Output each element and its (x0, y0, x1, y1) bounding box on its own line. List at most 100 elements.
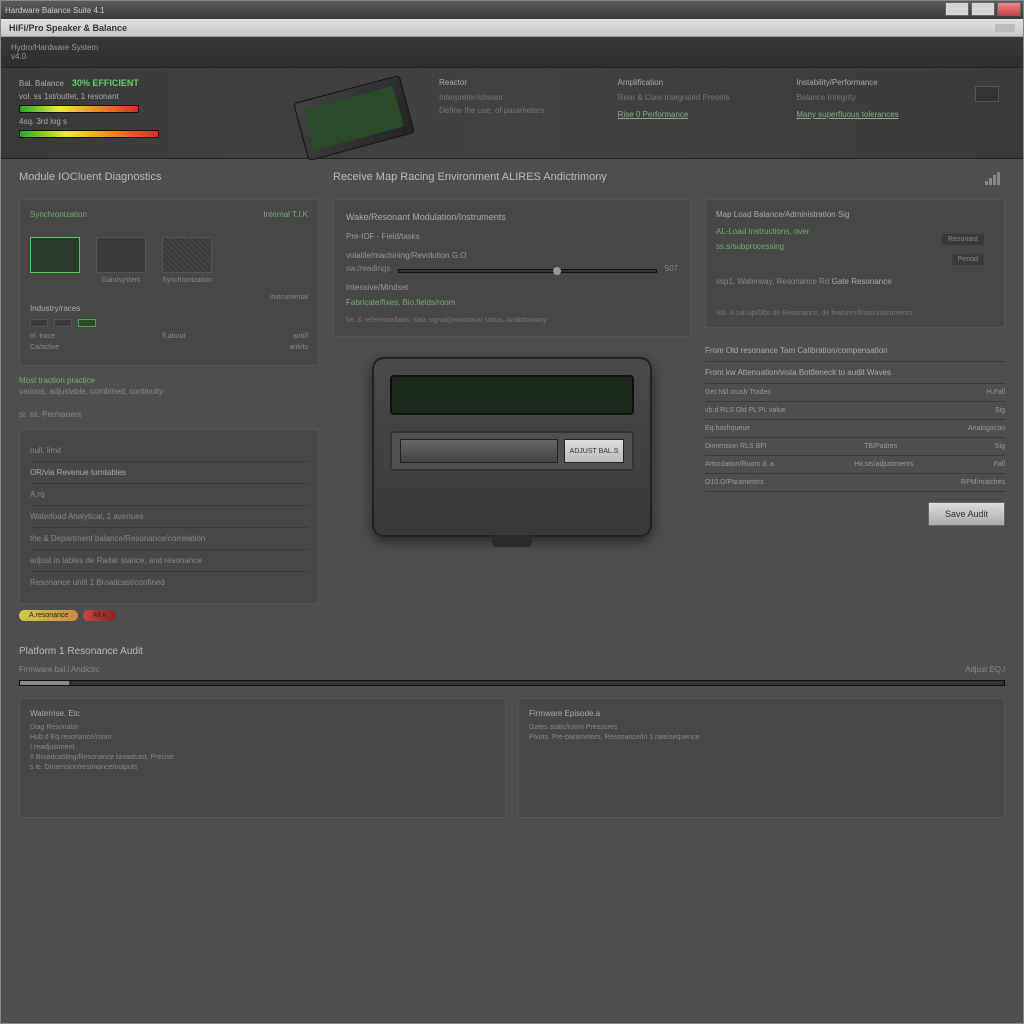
dash-pct: 30% EFFICIENT (72, 78, 139, 88)
subtitle-icon (995, 24, 1015, 32)
mid-col: Wake/Resonant Modulation/Instruments Pre… (333, 199, 691, 622)
mp-val: 507 (665, 264, 678, 273)
col3-link[interactable]: Many superfluous tolerances (796, 110, 955, 119)
rp-b1: Resonant (942, 234, 984, 245)
lp-hdr: Synchronization (30, 210, 87, 219)
col2-l1: Rear & Core Integrated Presets (618, 93, 777, 102)
mp-f3: sw./readings (346, 264, 390, 273)
gauge-1 (19, 105, 139, 113)
device-thumbnail (293, 75, 415, 161)
rlr00: Get h&l crush Trades (705, 389, 771, 396)
bp1-l5: s le. Dimension/resonance/outputs (30, 764, 495, 771)
ll-r4: Waterload Analytical, 1 avenues (30, 506, 308, 528)
btn-sm-2[interactable] (54, 319, 72, 327)
device-illustration: ADJUST BAL.S (372, 357, 652, 537)
bot-panel-1: Waterrise. Etc Diag Resonator Hub.d Eq.r… (19, 698, 506, 818)
pill-1[interactable]: A.resonance (19, 610, 78, 621)
rlr12: Sig (995, 407, 1005, 414)
lp-sub: Industry/races (30, 304, 80, 313)
rlr50: O10.O/Parameters (705, 479, 764, 486)
bp1-l1: Diag Resonator (30, 724, 495, 731)
rl-h1: From Old resonance Tam Calibration/compe… (705, 340, 1005, 362)
app-window: Hardware Balance Suite 4.1 HiFi/Pro Spea… (0, 0, 1024, 1024)
dashboard: Bal. Balance30% EFFICIENT vol. ss 1st/ou… (1, 68, 1023, 159)
device-btn-label[interactable]: ADJUST BAL.S (564, 439, 624, 463)
progress-bar (19, 680, 1005, 686)
rlr31: TB/Padres (864, 443, 897, 450)
rp-line2: Gate Resonance (832, 277, 892, 286)
mp-f1: Pre-IOF - Field/tasks (346, 232, 678, 241)
subtitle-bar: HiFi/Pro Speaker & Balance (1, 19, 1023, 37)
bot-panel-2: Firmware Episode.a Gates static/room Pre… (518, 698, 1005, 818)
slider-1[interactable] (398, 269, 656, 273)
mp-footer: be. & reference/tabs, data signal/provis… (346, 317, 678, 324)
window-title: Hardware Balance Suite 4.1 (5, 6, 105, 15)
device-btn-1[interactable] (400, 439, 558, 463)
rp-foot: Vol. A call up/Obs de Resonance, de feat… (716, 310, 994, 317)
bottom-section: Platform 1 Resonance Audit Firmware.bal.… (1, 636, 1023, 828)
device-button-row: ADJUST BAL.S (390, 431, 634, 471)
topstrip-label: Hydro/Hardware System (11, 43, 98, 52)
rlr42: Fall (994, 461, 1005, 468)
lr10: Ca/active (30, 344, 59, 351)
top-strip: Hydro/Hardware System v4.0 (1, 37, 1023, 68)
col2-link[interactable]: Rise 0 Performance (618, 110, 777, 119)
dash-col-1: Reactor Interpreter/stream Define the us… (439, 78, 598, 148)
rp-b2: Period (952, 254, 984, 265)
content-area: Hydro/Hardware System v4.0 Bal. Balance3… (1, 37, 1023, 1023)
right-lower: From Old resonance Tam Calibration/compe… (705, 340, 1005, 492)
rlr10: vb.d RLS Old PL Pi. value (705, 407, 786, 414)
save-button[interactable]: Save Audit (928, 502, 1005, 526)
left-lower-title: sr. ss. Permanent (19, 410, 319, 419)
bp1-l4: II Broadcasting/Resonance broadcast, Pre… (30, 754, 495, 761)
signal-icon (985, 171, 1005, 185)
lp-subr: instrumental (270, 294, 308, 319)
dash-image-wrap (299, 78, 419, 148)
close-button[interactable] (997, 2, 1021, 16)
ll-r2: OR/via Revenue turntables (30, 462, 308, 484)
ll-r3: A.rq (30, 484, 308, 506)
lr12: anti/ts (289, 344, 308, 351)
maximize-button[interactable] (971, 2, 995, 16)
tile-1[interactable] (30, 237, 80, 273)
tile-3[interactable] (162, 237, 212, 273)
rlr41: Hx.sts/adjustments (854, 461, 913, 468)
col3-hdr: Instability/Performance (796, 78, 955, 87)
col2-hdr: Amplification (618, 78, 777, 87)
right-panel: Map Load Balance/Administration Sig AL-L… (705, 199, 1005, 328)
mid-section-title: Receive Map Racing Environment ALIRES An… (333, 171, 971, 185)
rlr21: Analogacon (968, 425, 1005, 432)
btn-sm-1[interactable] (30, 319, 48, 327)
subtitle-text: HiFi/Pro Speaker & Balance (9, 23, 127, 33)
left-panel: SynchronizationInternal T.I.K Gain/syste… (19, 199, 319, 366)
bp1-hdr: Waterrise. Etc (30, 709, 495, 718)
left-col: SynchronizationInternal T.I.K Gain/syste… (19, 199, 319, 622)
rlr20: Eq.hashqueue (705, 425, 750, 432)
tile-2[interactable] (96, 237, 146, 273)
rlr51: RPM/matches (961, 479, 1005, 486)
mp-sub: Intensive/Mindset (346, 283, 678, 292)
bot-title: Platform 1 Resonance Audit (19, 646, 1005, 657)
pill-2[interactable]: All.v (83, 610, 116, 621)
lg-hdr: Most traction practice (19, 376, 319, 385)
bp1-l2: Hub.d Eq.resonance/room (30, 734, 495, 741)
gauge-2 (19, 130, 159, 138)
rlr02: H.Fall (987, 389, 1005, 396)
right-col: Map Load Balance/Administration Sig AL-L… (705, 199, 1005, 622)
mp-hdr: Wake/Resonant Modulation/Instruments (346, 212, 678, 222)
dash-r3: 4sq. 3rd log s (19, 117, 67, 126)
lr02: anti/f (293, 333, 308, 340)
titlebar: Hardware Balance Suite 4.1 (1, 1, 1023, 19)
lp-badge: Internal T.I.K (263, 210, 308, 227)
rp-hdr: Map Load Balance/Administration Sig (716, 210, 994, 219)
minimize-button[interactable] (945, 2, 969, 16)
ll-r6: adjust in tables de Radar stance, and re… (30, 550, 308, 572)
rl-h2: From kw Attenuation/vista Bottleneck to … (705, 362, 1005, 384)
col1-hdr: Reactor (439, 78, 598, 87)
bp2-hdr: Firmware Episode.a (529, 709, 994, 718)
ll-r1: null, limit (30, 440, 308, 462)
btn-sm-3[interactable] (78, 319, 96, 327)
ll-r5: the & Department balance/Resonance/corre… (30, 528, 308, 550)
dash-end-icon (975, 78, 1005, 148)
col3-l1: Balance Integrity (796, 93, 955, 102)
